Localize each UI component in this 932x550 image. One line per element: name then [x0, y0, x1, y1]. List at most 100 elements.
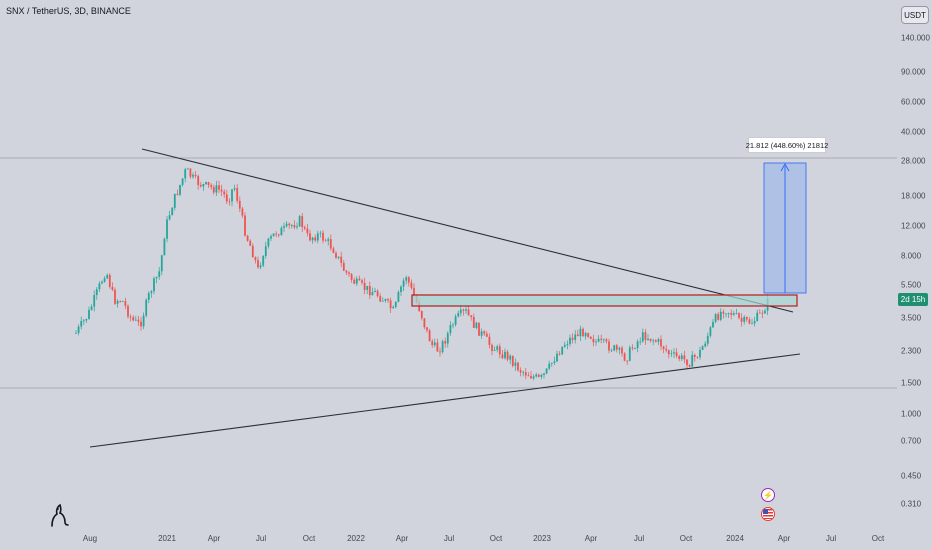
candle-body [571, 337, 574, 340]
lightning-event-icon[interactable]: ⚡ [761, 488, 775, 502]
candle-body [397, 291, 400, 302]
candle-body [709, 327, 712, 336]
time-axis-label: Jul [633, 534, 645, 543]
candle-body [641, 332, 644, 342]
candle-body [626, 360, 629, 362]
candle-body [537, 374, 540, 377]
candle-body [732, 313, 735, 315]
tradingview-logo-icon[interactable] [48, 502, 70, 528]
time-axis-label: 2022 [347, 534, 365, 543]
candle-body [727, 312, 730, 314]
price-axis-label: 1.500 [901, 378, 922, 388]
time-axis-label: Aug [82, 534, 98, 543]
candle-body [701, 346, 704, 350]
candle-body [332, 248, 335, 253]
time-axis-label: Oct [871, 534, 885, 543]
candle-body [498, 346, 501, 355]
candle-body [449, 325, 452, 334]
candle-body [535, 374, 538, 377]
candle-body [350, 274, 353, 280]
candle-body [644, 332, 647, 341]
candle-body [756, 312, 759, 322]
candle-body [288, 223, 291, 226]
us-flag-event-icon[interactable] [761, 507, 775, 521]
candle-body [764, 310, 766, 314]
price-axis-label: 3.500 [901, 313, 922, 323]
candle-body [246, 235, 249, 241]
candle-body [327, 239, 330, 241]
candle-body [192, 174, 194, 177]
candle-body [475, 322, 478, 328]
candle-body [618, 347, 621, 350]
candle-body [504, 351, 506, 359]
candle-body [532, 376, 535, 379]
candle-body [85, 318, 88, 321]
candle-body [548, 363, 551, 369]
candle-body [748, 319, 751, 324]
candle-body [197, 176, 200, 186]
candle-body [95, 289, 98, 296]
currency-button[interactable]: USDT [901, 6, 929, 24]
descending-trendline [141, 148, 794, 313]
candle-body [335, 252, 337, 258]
candle-body [127, 305, 129, 317]
candle-body [589, 336, 592, 339]
candle-body [597, 338, 600, 342]
candle-body [285, 223, 288, 227]
candle-body [753, 321, 756, 324]
candle-body [722, 311, 725, 314]
candle-body [602, 339, 605, 341]
candle-body [605, 339, 608, 342]
candle-body [272, 233, 275, 237]
candle-body [613, 345, 616, 351]
candle-body [337, 256, 340, 258]
candle-body [275, 233, 278, 235]
candle-body [465, 309, 467, 311]
candle-body [392, 306, 395, 309]
candle-body [363, 282, 366, 290]
candle-body [90, 306, 93, 310]
candle-body [400, 286, 402, 292]
candle-body [561, 346, 564, 355]
candle-body [758, 312, 761, 314]
candle-body [147, 293, 150, 300]
candle-body [665, 348, 668, 351]
candle-body [563, 344, 566, 347]
candle-body [233, 188, 236, 190]
current-price-tag: 2d 15h [898, 293, 928, 306]
candle-body [426, 327, 428, 331]
candle-body [402, 280, 405, 287]
candle-body [277, 234, 280, 236]
candle-body [457, 313, 460, 317]
candle-body [628, 347, 631, 361]
price-axis-label: 2.300 [901, 346, 922, 356]
price-axis-label: 0.450 [901, 471, 922, 481]
candle-body [301, 216, 304, 228]
candle-body [270, 236, 272, 239]
candle-body [452, 324, 454, 326]
candle-body [93, 295, 96, 307]
candle-body [686, 359, 688, 366]
candle-body [550, 362, 553, 364]
symbol-title[interactable]: SNX / TetherUS, 3D, BINANCE [6, 6, 131, 16]
candle-body [366, 285, 369, 290]
candle-body [509, 355, 512, 360]
candle-body [171, 207, 174, 216]
candle-body [501, 354, 504, 359]
candle-body [142, 315, 145, 327]
candle-body [106, 274, 109, 279]
projection-arrow-head [780, 163, 790, 172]
candle-body [384, 299, 387, 301]
ascending-trendline [89, 353, 801, 448]
candle-body [706, 335, 709, 344]
candle-body [267, 238, 270, 247]
candle-body [738, 313, 740, 318]
candle-body [704, 343, 707, 347]
candle-body [348, 272, 350, 275]
candle-body [231, 189, 233, 202]
candle-body [579, 328, 582, 337]
time-axis-label: Jul [443, 534, 455, 543]
measure-tool-label: 21.812 (448.60%) 21812 [746, 137, 828, 153]
